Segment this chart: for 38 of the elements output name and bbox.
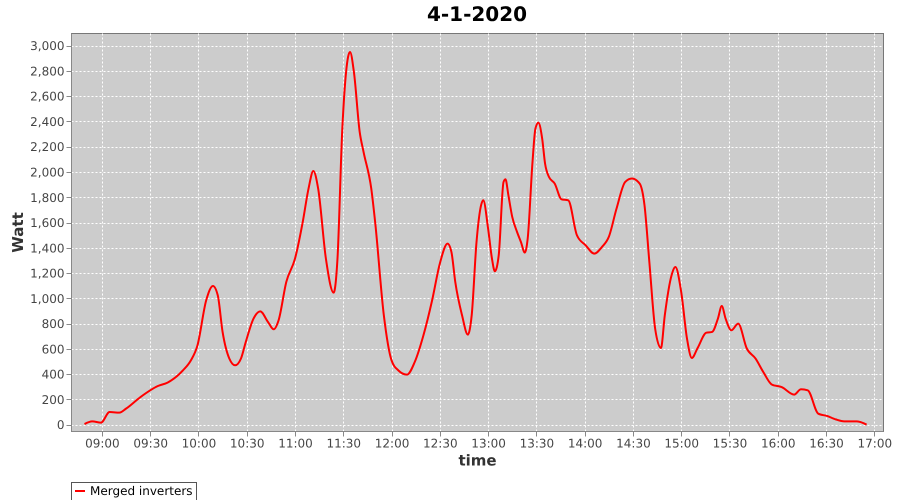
y-tick-label: 1,800 [30, 190, 64, 205]
x-tick-label: 14:30 [616, 436, 651, 450]
y-tick-label: 2,400 [30, 114, 64, 129]
chart-title: 4-1-2020 [426, 2, 528, 26]
y-tick-label: 800 [42, 317, 64, 332]
x-tick-label: 14:00 [568, 436, 602, 450]
x-tick-label: 10:30 [230, 436, 265, 450]
x-axis-title: time [458, 452, 497, 470]
x-tick-label: 09:30 [133, 436, 168, 450]
x-tick-label: 16:00 [760, 436, 796, 450]
y-tick-label: 200 [42, 392, 64, 407]
x-tick-label: 15:30 [712, 436, 748, 450]
x-tick-label: 11:00 [278, 436, 313, 450]
x-tick-label: 13:00 [471, 436, 506, 450]
y-tick-label: 2,800 [30, 64, 64, 78]
x-tick-label: 12:30 [423, 436, 458, 450]
y-tick-label: 2,200 [30, 140, 64, 154]
y-tick-label: 2,000 [30, 165, 64, 180]
x-tick-label: 13:30 [520, 436, 554, 450]
y-tick-label: 600 [42, 342, 64, 356]
y-tick-label: 2,600 [30, 90, 64, 104]
x-tick-label: 11:30 [326, 436, 362, 450]
y-tick-label: 3,000 [30, 39, 64, 54]
x-tick-label: 17:00 [858, 436, 892, 450]
x-tick-label: 16:30 [809, 436, 844, 450]
x-tick-label: 10:00 [182, 436, 216, 450]
y-tick-label: 0 [56, 418, 64, 432]
legend-label: Merged inverters [90, 484, 193, 498]
line-series [84, 50, 868, 426]
x-tick-label: 15:00 [664, 436, 700, 450]
x-tick-label: 09:00 [85, 436, 120, 450]
x-tick-label: 12:00 [374, 436, 410, 450]
y-tick-label: 1,600 [30, 216, 64, 230]
y-tick-label: 1,000 [30, 292, 64, 306]
y-tick-label: 1,200 [30, 266, 64, 281]
y-tick-label: 1,400 [30, 241, 64, 256]
y-axis-title: Watt [9, 212, 28, 253]
y-tick-label: 400 [42, 368, 64, 382]
